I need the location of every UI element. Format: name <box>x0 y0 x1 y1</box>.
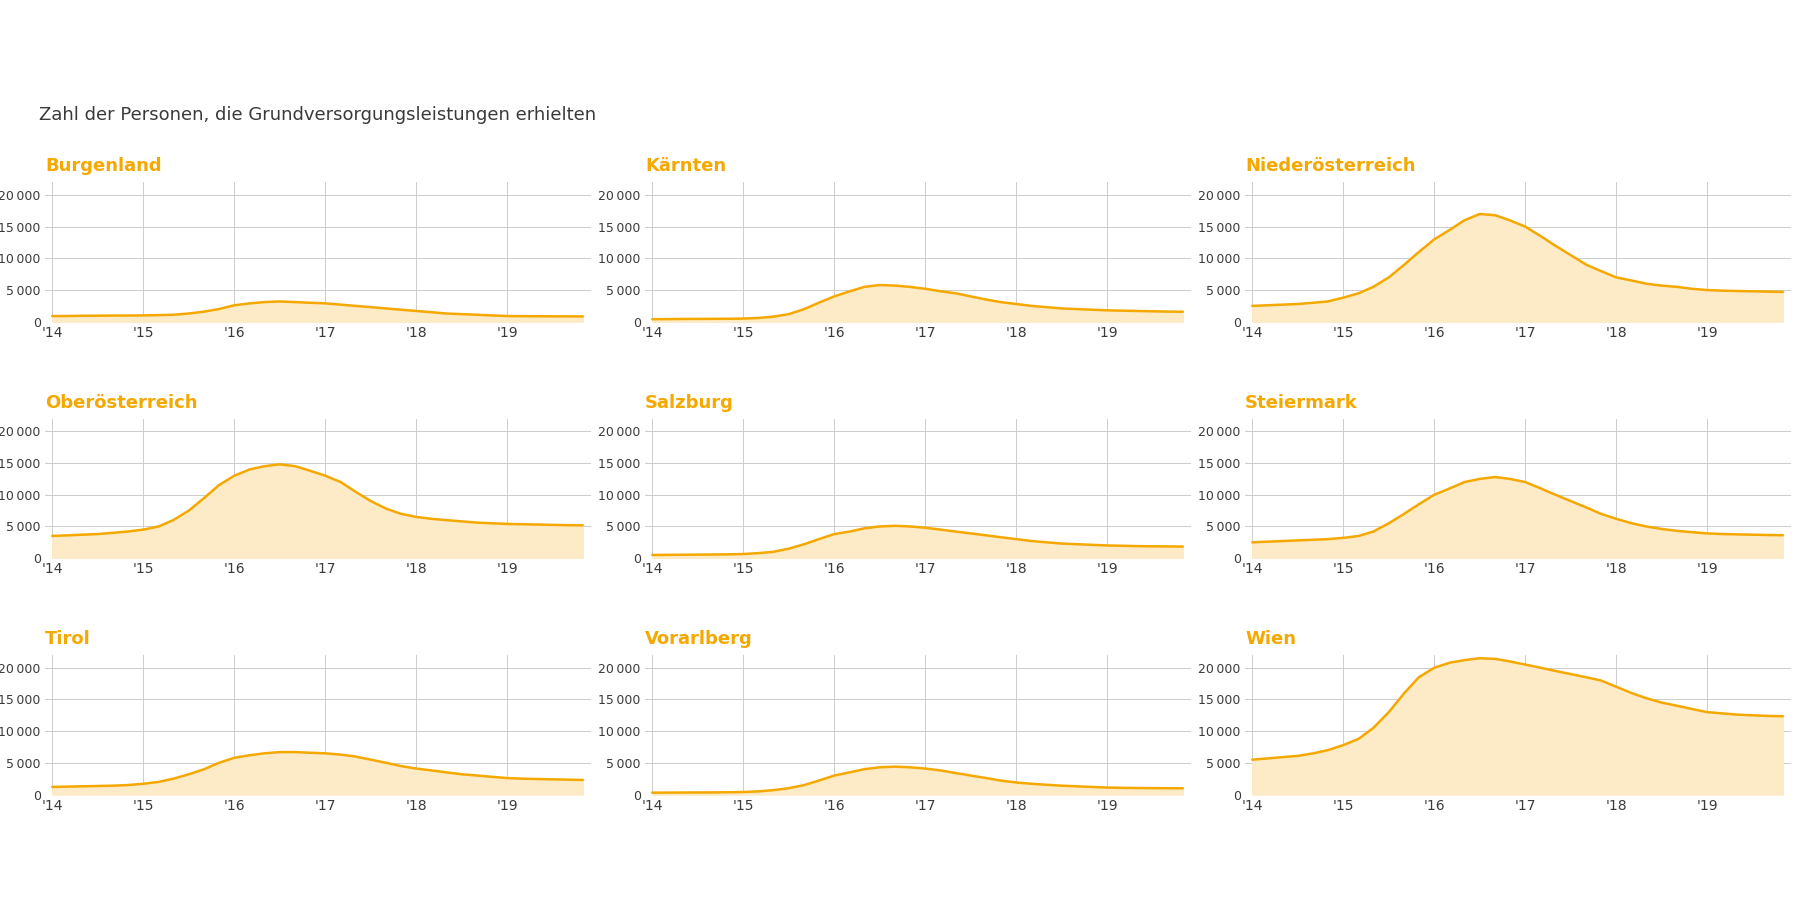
Text: Oberösterreich: Oberösterreich <box>45 393 198 411</box>
Text: Datenquellen: BMI, Parlamentarische Anfragebeantwortungen: Datenquellen: BMI, Parlamentarische Anfr… <box>22 868 538 886</box>
Text: Grafik: Stefan Rabl: Grafik: Stefan Rabl <box>1622 868 1778 886</box>
Text: Steiermark: Steiermark <box>1246 393 1357 411</box>
Text: Kärnten: Kärnten <box>644 158 725 176</box>
Text: Burgenland: Burgenland <box>45 158 162 176</box>
Text: Wien: Wien <box>1246 630 1296 648</box>
Text: Vorarlberg: Vorarlberg <box>644 630 752 648</box>
Text: Salzburg: Salzburg <box>644 393 734 411</box>
Text: Tirol: Tirol <box>45 630 90 648</box>
Text: Zahl der Personen, die Grundversorgungsleistungen erhielten: Zahl der Personen, die Grundversorgungsl… <box>40 105 596 123</box>
Text: Niederösterreich: Niederösterreich <box>1246 158 1415 176</box>
Text: Bundesländervergleich: GrundversorgungsbezieherInnen seit 2014: Bundesländervergleich: Grundversorgungsb… <box>22 26 1127 54</box>
